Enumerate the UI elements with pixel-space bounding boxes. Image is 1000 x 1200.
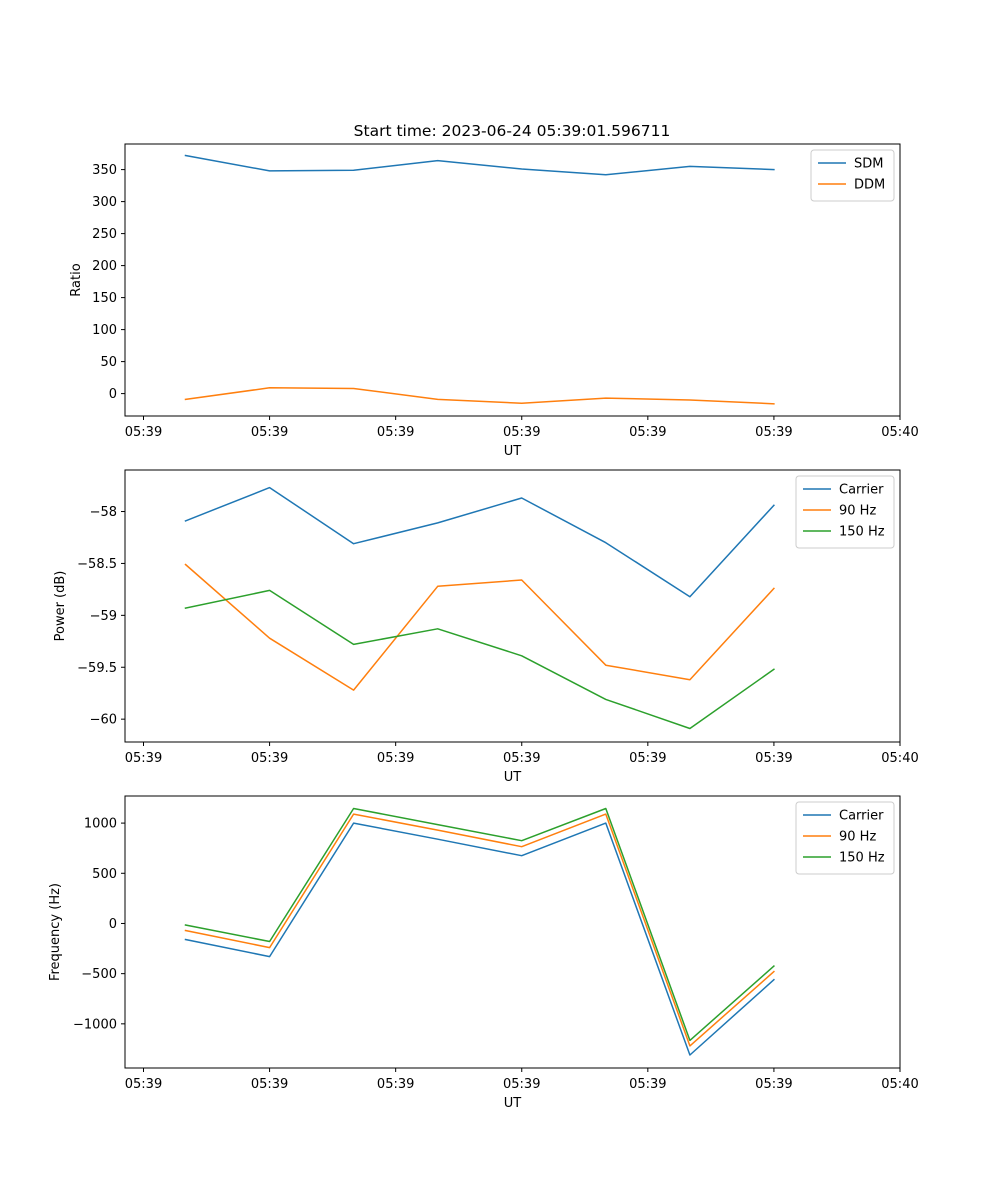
x-tick-label: 05:39 bbox=[251, 1077, 288, 1092]
y-tick-label: 250 bbox=[92, 227, 117, 242]
x-axis-label: UT bbox=[504, 1096, 522, 1111]
panel-1: 0 50 100 150 200 250 300 350 05:39 05:39 05:39 05:3… bbox=[69, 143, 919, 459]
x-tick-label: 05:39 bbox=[503, 1077, 540, 1092]
y-tick-label: 0 bbox=[109, 917, 117, 932]
series-line-ddm bbox=[184, 387, 775, 405]
series-line-90-hz bbox=[184, 813, 775, 1047]
legend-entry: 150 Hz bbox=[839, 525, 885, 540]
y-tick-label: 300 bbox=[92, 195, 117, 210]
x-axis-label: UT bbox=[504, 770, 522, 785]
x-tick-label: 05:39 bbox=[125, 425, 162, 440]
x-tick-label: 05:39 bbox=[503, 751, 540, 766]
x-tick-label: 05:39 bbox=[629, 751, 666, 766]
y-tick-label: −500 bbox=[81, 967, 117, 982]
y-tick-label: −58.5 bbox=[77, 557, 117, 572]
y-tick-label: 1000 bbox=[84, 817, 117, 832]
legend-entry: SDM bbox=[854, 157, 883, 172]
series-line-90-hz bbox=[184, 563, 775, 691]
x-tick-label: 05:39 bbox=[251, 751, 288, 766]
legend-entry: 90 Hz bbox=[839, 830, 876, 845]
legend-entry: Carrier bbox=[839, 483, 884, 498]
plot-area bbox=[125, 470, 900, 742]
y-tick-label: −1000 bbox=[73, 1017, 117, 1032]
x-tick-label: 05:39 bbox=[503, 425, 540, 440]
y-tick-label: −59.5 bbox=[77, 661, 117, 676]
x-tick-label: 05:39 bbox=[377, 425, 414, 440]
x-axis-label: UT bbox=[504, 444, 522, 459]
legend-entry: Carrier bbox=[839, 809, 884, 824]
panel-2: −60 −59.5 −59 −58.5 −58 05:39 05:39 05:39 05:39 0… bbox=[53, 469, 919, 785]
legend-box bbox=[795, 475, 895, 549]
y-axis-label: Power (dB) bbox=[53, 571, 68, 642]
y-tick-label: 350 bbox=[92, 163, 117, 178]
y-tick-label: 150 bbox=[92, 291, 117, 306]
chart-title: Start time: 2023-06-24 05:39:01.596711 bbox=[354, 122, 671, 140]
y-tick-label: 200 bbox=[92, 259, 117, 274]
legend-entry: DDM bbox=[854, 178, 885, 193]
legend-entry: 90 Hz bbox=[839, 504, 876, 519]
x-tick-label: 05:39 bbox=[629, 425, 666, 440]
x-tick-label: 05:39 bbox=[377, 1077, 414, 1092]
y-tick-label: 500 bbox=[92, 867, 117, 882]
axes-frame bbox=[124, 143, 901, 417]
series-line-sdm bbox=[184, 154, 775, 176]
y-tick-label: −59 bbox=[90, 609, 117, 624]
series-line-carrier bbox=[184, 486, 775, 598]
y-tick-label: 50 bbox=[100, 355, 117, 370]
legend-box bbox=[795, 801, 895, 875]
x-tick-label: 05:40 bbox=[881, 425, 918, 440]
x-tick-label: 05:39 bbox=[755, 425, 792, 440]
x-tick-label: 05:39 bbox=[251, 425, 288, 440]
x-tick-label: 05:39 bbox=[755, 751, 792, 766]
series-line-150-hz bbox=[184, 807, 775, 1042]
legend: SDM DDM bbox=[810, 149, 895, 202]
y-axis-label: Frequency (Hz) bbox=[48, 883, 63, 981]
x-tick-label: 05:40 bbox=[881, 1077, 918, 1092]
axes-frame bbox=[124, 469, 901, 743]
y-tick-label: 0 bbox=[109, 387, 117, 402]
y-tick-label: −58 bbox=[90, 505, 117, 520]
legend: Carrier 90 Hz 150 Hz bbox=[795, 475, 895, 549]
series-line-150-hz bbox=[184, 589, 775, 730]
x-tick-label: 05:39 bbox=[755, 1077, 792, 1092]
panels: 0 50 100 150 200 250 300 350 05:39 05:39 05:39 05:3… bbox=[48, 143, 919, 1111]
axes-frame bbox=[124, 795, 901, 1069]
series-line-carrier bbox=[184, 822, 775, 1056]
plot-area bbox=[125, 144, 900, 416]
legend-entry: 150 Hz bbox=[839, 851, 885, 866]
y-axis-label: Ratio bbox=[69, 263, 84, 296]
legend: Carrier 90 Hz 150 Hz bbox=[795, 801, 895, 875]
y-tick-label: 100 bbox=[92, 323, 117, 338]
x-tick-label: 05:39 bbox=[125, 751, 162, 766]
y-tick-label: −60 bbox=[90, 713, 117, 728]
panel-3: −1000 −500 0 500 1000 05:39 05:39 05:39 05:39 05:… bbox=[48, 795, 919, 1111]
plot-area bbox=[125, 796, 900, 1068]
x-tick-label: 05:39 bbox=[125, 1077, 162, 1092]
x-tick-label: 05:39 bbox=[629, 1077, 666, 1092]
x-tick-label: 05:40 bbox=[881, 751, 918, 766]
x-tick-label: 05:39 bbox=[377, 751, 414, 766]
